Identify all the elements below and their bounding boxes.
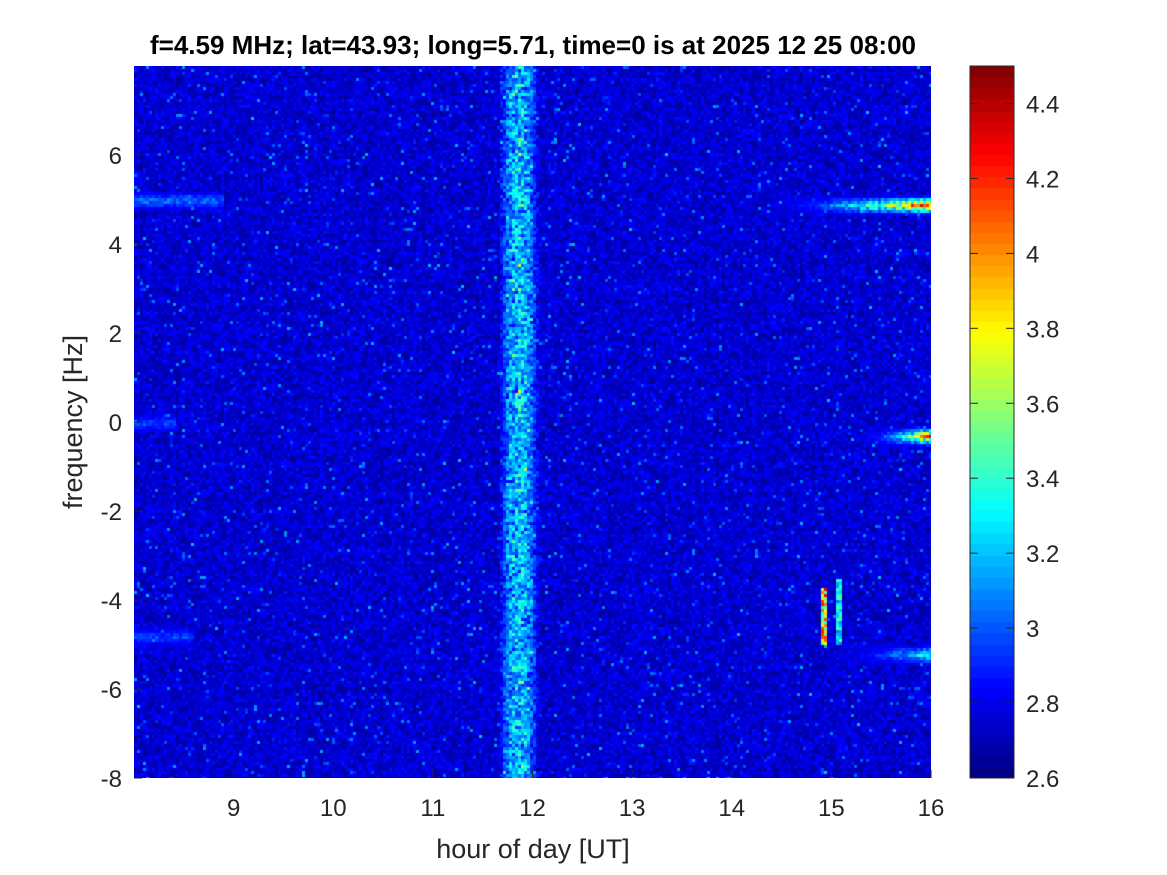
colorbar-tick-label: 3.2 bbox=[1026, 541, 1059, 568]
chart-title: f=4.59 MHz; lat=43.93; long=5.71, time=0… bbox=[150, 30, 916, 60]
colorbar-frame bbox=[969, 65, 1015, 779]
x-tick-label: 9 bbox=[227, 795, 240, 822]
y-axis-title: frequency [Hz] bbox=[58, 335, 88, 509]
colorbar-tick-label: 2.6 bbox=[1026, 766, 1059, 793]
spectrogram-heatmap bbox=[134, 66, 931, 778]
y-tick-label: 4 bbox=[109, 232, 122, 259]
colorbar-tick-label: 3.6 bbox=[1026, 391, 1059, 418]
colorbar-gradient bbox=[970, 66, 1014, 778]
colorbar: 2.6 2.8 3 3.2 3.4 3.6 3.8 4 4.2 4.4 bbox=[969, 65, 1059, 793]
y-tick-label: -8 bbox=[101, 766, 122, 793]
x-tick-label: 16 bbox=[918, 795, 945, 822]
x-axis-title: hour of day [UT] bbox=[436, 834, 630, 864]
x-axis-ticks: 9 10 11 12 13 14 15 16 bbox=[227, 770, 944, 822]
x-tick-label: 10 bbox=[320, 795, 347, 822]
x-tick-label: 11 bbox=[420, 795, 445, 822]
colorbar-tick-label: 2.8 bbox=[1026, 691, 1059, 718]
x-tick-label: 15 bbox=[818, 795, 845, 822]
colorbar-tick-label: 3.4 bbox=[1026, 466, 1059, 493]
x-tick-label: 13 bbox=[619, 795, 646, 822]
y-axis-ticks: -8 -6 -4 -2 0 2 4 6 bbox=[101, 143, 142, 793]
y-tick-label: 6 bbox=[109, 143, 122, 170]
plot-area bbox=[134, 66, 931, 778]
y-tick-label: -2 bbox=[101, 499, 122, 526]
colorbar-tick-label: 4.4 bbox=[1026, 91, 1059, 118]
x-tick-label: 12 bbox=[519, 795, 546, 822]
colorbar-tick-label: 4.2 bbox=[1026, 166, 1059, 193]
colorbar-tick-label: 3 bbox=[1026, 616, 1039, 643]
y-tick-label: -4 bbox=[101, 588, 122, 615]
y-tick-label: 2 bbox=[109, 321, 122, 348]
y-tick-label: -6 bbox=[101, 677, 122, 704]
y-tick-label: 0 bbox=[109, 410, 122, 437]
colorbar-tick-label: 4 bbox=[1026, 241, 1039, 268]
colorbar-ticks: 2.6 2.8 3 3.2 3.4 3.6 3.8 4 4.2 4.4 bbox=[970, 91, 1059, 793]
x-tick-label: 14 bbox=[718, 795, 745, 822]
colorbar-tick-label: 3.8 bbox=[1026, 316, 1059, 343]
